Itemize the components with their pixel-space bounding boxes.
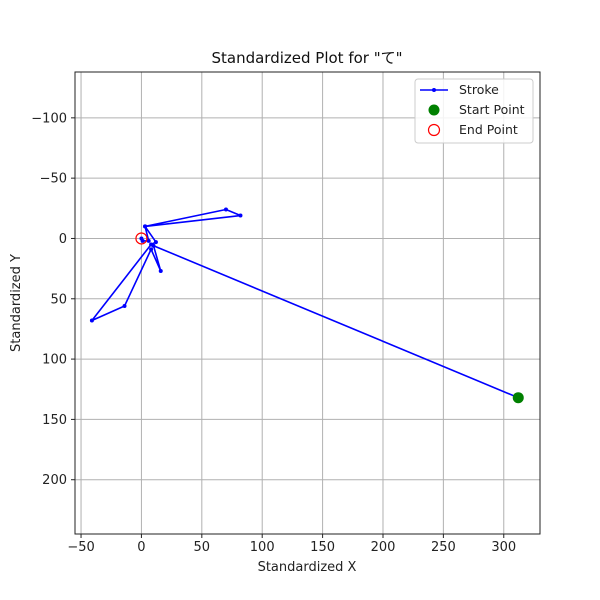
y-tick-label: 50 xyxy=(50,292,67,307)
x-tick-label: 150 xyxy=(310,540,335,555)
stroke-point xyxy=(238,213,243,218)
plot-frame xyxy=(74,71,541,535)
stroke-point xyxy=(122,304,127,309)
stroke-point xyxy=(158,269,163,274)
x-tick-label: 50 xyxy=(194,540,211,555)
legend-end-marker xyxy=(427,123,441,137)
x-tick-label: −50 xyxy=(67,540,94,555)
x-tick-label: 250 xyxy=(431,540,456,555)
legend-start-marker xyxy=(428,104,440,116)
x-tick-label: 100 xyxy=(250,540,275,555)
stroke-point xyxy=(149,242,154,247)
legend-stroke-marker xyxy=(432,88,436,92)
chart-title: Standardized Plot for "て" xyxy=(211,49,402,67)
legend-label-stroke: Stroke xyxy=(459,82,499,97)
stroke-point xyxy=(146,238,151,243)
grid-lines xyxy=(75,72,540,534)
x-tick-label: 300 xyxy=(491,540,516,555)
series-layer xyxy=(89,207,524,404)
stroke-point xyxy=(139,236,144,241)
legend: Stroke Start Point End Point xyxy=(414,78,534,144)
x-tick-label: 0 xyxy=(137,540,145,555)
x-tick-label: 200 xyxy=(371,540,396,555)
stroke-point xyxy=(153,240,158,245)
axis-ticks: −50 0 50 100 150 200 250 300 −100 −50 0 50 100 150 200 xyxy=(31,111,516,555)
y-tick-label: 100 xyxy=(42,353,67,368)
y-tick-label: 150 xyxy=(42,413,67,428)
stroke-point xyxy=(143,224,148,229)
y-tick-label: 0 xyxy=(59,232,67,247)
stroke-point xyxy=(89,318,94,323)
stroke-point xyxy=(223,207,228,212)
legend-box xyxy=(414,78,534,144)
y-tick-label: −100 xyxy=(31,111,67,126)
x-axis-label: Standardized X xyxy=(258,560,357,575)
y-axis-label: Standardized Y xyxy=(9,254,24,352)
end-point-marker xyxy=(135,232,148,245)
y-tick-label: 200 xyxy=(42,473,67,488)
legend-label-start: Start Point xyxy=(459,102,525,117)
start-point-marker xyxy=(512,392,524,404)
y-tick-label: −50 xyxy=(40,172,67,187)
stroke-point xyxy=(149,247,154,252)
legend-label-end: End Point xyxy=(459,122,518,137)
